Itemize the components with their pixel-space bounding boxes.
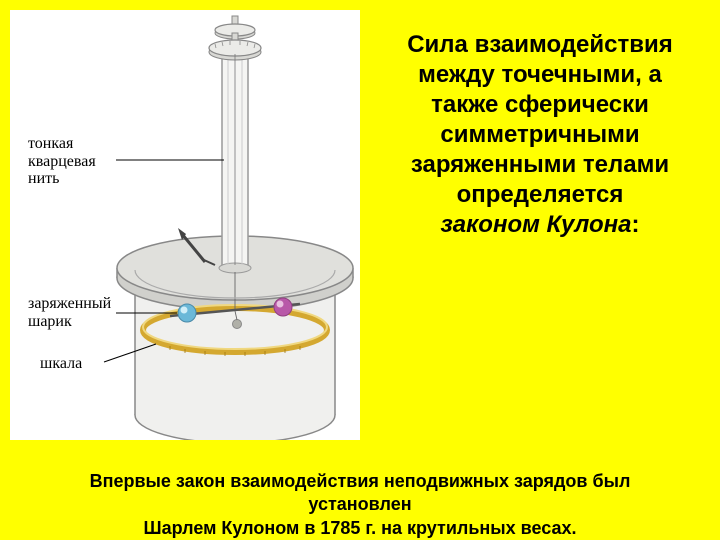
label-thread-line3: нить [28, 170, 59, 187]
diagram-svg [10, 10, 360, 440]
bottom-line2: Шарлем Кулоном в 1785 г. на крутильных в… [143, 518, 576, 538]
bottom-line1: Впервые закон взаимодействия неподвижных… [90, 471, 631, 514]
label-thread-line1: тонкая [28, 135, 73, 152]
law-name: законом Кулона [441, 211, 632, 238]
label-scale: шкала [40, 355, 110, 373]
bottom-description: Впервые закон взаимодействия неподвижных… [0, 470, 720, 540]
main-line2: между точечными, а [418, 61, 662, 88]
main-line5: заряженными телами [411, 151, 669, 178]
label-ball-line1: заряженный [28, 295, 111, 312]
torsion-balance-diagram: тонкая кварцевая нить заряженный шарик ш… [10, 10, 360, 440]
main-description: Сила взаимодействия между точечными, а т… [380, 30, 700, 240]
label-scale-text: шкала [40, 355, 82, 372]
main-line6: определяется [457, 181, 624, 208]
law-colon: : [631, 211, 639, 238]
main-line1: Сила взаимодействия [407, 31, 673, 58]
label-thread: тонкая кварцевая нить [28, 135, 118, 188]
main-line3: также сферически [431, 91, 649, 118]
label-ball-line2: шарик [28, 313, 72, 330]
label-charged-ball: заряженный шарик [28, 295, 128, 330]
main-line4: симметричными [440, 121, 639, 148]
label-thread-line2: кварцевая [28, 153, 96, 170]
